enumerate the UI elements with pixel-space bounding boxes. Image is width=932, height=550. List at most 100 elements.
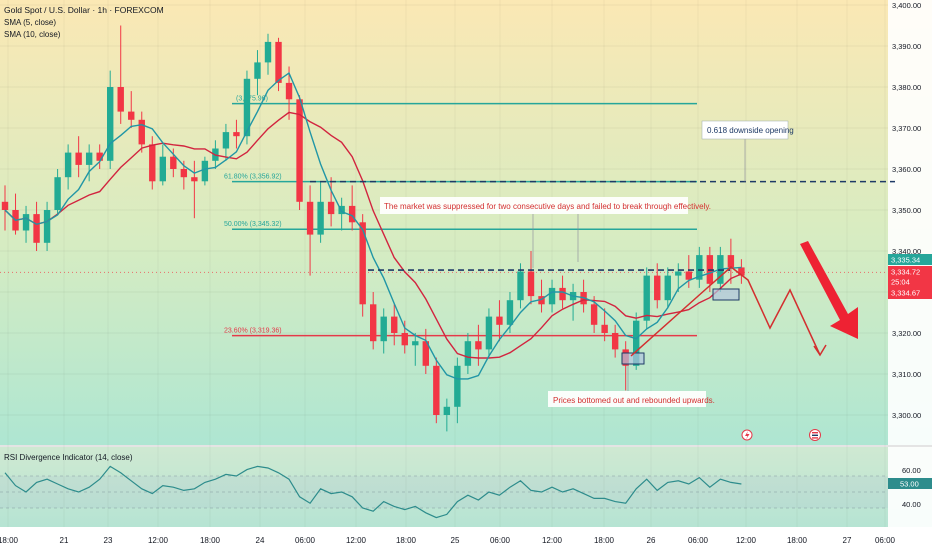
candle-body xyxy=(254,62,261,79)
time-tick: 24 xyxy=(256,536,265,545)
drawings xyxy=(310,139,895,391)
candle-body xyxy=(359,222,366,305)
time-tick: 06:00 xyxy=(295,536,316,545)
projection-arrowhead xyxy=(813,344,827,357)
candle-body xyxy=(264,41,272,63)
price-tick: 3,340.00 xyxy=(892,247,921,256)
low-highlight-box xyxy=(621,352,645,365)
candle-body xyxy=(664,275,671,301)
price-tick: 3,400.00 xyxy=(892,1,921,10)
rsi-line xyxy=(4,465,742,519)
time-tick: 18:00 xyxy=(396,536,417,545)
candle-body xyxy=(548,287,556,305)
time-tick: 18:00 xyxy=(0,536,19,545)
price-tick: 3,310.00 xyxy=(892,370,921,379)
projection-path xyxy=(630,266,821,357)
sma5-line xyxy=(4,72,742,380)
candle-body xyxy=(159,156,166,182)
candle-body xyxy=(54,177,61,210)
fib-label: 23.60% (3,319.36) xyxy=(224,328,282,335)
sma5-label: SMA (5, close) xyxy=(4,18,56,27)
price-tick: 3,390.00 xyxy=(892,42,921,51)
candle-body xyxy=(348,205,356,223)
candle-body xyxy=(727,255,735,268)
candle-body xyxy=(517,271,524,301)
candle-body xyxy=(611,333,619,350)
time-tick: 21 xyxy=(60,536,69,545)
candle-body xyxy=(306,201,314,235)
time-tick: 12:00 xyxy=(736,536,757,545)
candle-body xyxy=(559,287,566,301)
candle-body xyxy=(422,341,429,366)
candle-body xyxy=(128,111,135,120)
price-tick: 3,380.00 xyxy=(892,83,921,92)
candle-body xyxy=(538,296,545,305)
time-tick: 18:00 xyxy=(594,536,615,545)
countdown: 25:04 xyxy=(891,278,910,287)
price-tick: 3,360.00 xyxy=(892,165,921,174)
candle-body xyxy=(401,333,408,346)
candle-body xyxy=(475,341,482,350)
candle-body xyxy=(454,365,461,407)
sma10-line xyxy=(4,111,742,359)
time-tick: 12:00 xyxy=(542,536,563,545)
rsi-pane-bg xyxy=(0,447,932,527)
main-pane-bg xyxy=(0,0,932,445)
candle-body xyxy=(233,132,240,137)
candle-body xyxy=(485,316,493,350)
candle-body xyxy=(370,304,377,342)
rsi-tick-40: 40.00 xyxy=(902,500,921,509)
candle-body xyxy=(22,214,30,231)
candle-body xyxy=(433,365,440,415)
candle-body xyxy=(107,87,114,161)
time-tick: 26 xyxy=(647,536,656,545)
time-tick: 06:00 xyxy=(688,536,709,545)
candle-body xyxy=(285,82,293,100)
sma-lines xyxy=(4,72,742,380)
candle-body xyxy=(696,255,703,280)
time-tick: 25 xyxy=(451,536,460,545)
price-tick: 3,300.00 xyxy=(892,411,921,420)
rsi-title: RSI Divergence Indicator (14, close) xyxy=(4,453,133,462)
candle-body xyxy=(464,341,472,366)
candle-body xyxy=(149,144,156,182)
candle-body xyxy=(64,152,72,178)
candle-body xyxy=(590,304,598,325)
price-tag-bg xyxy=(888,254,932,265)
sma10-label: SMA (10, close) xyxy=(4,30,61,39)
candle-body xyxy=(506,300,514,325)
candle-body xyxy=(317,201,324,235)
bottom-note-box xyxy=(548,391,706,407)
candle-body xyxy=(601,324,608,333)
candle-body xyxy=(738,267,745,276)
down-arrow xyxy=(800,241,858,339)
candle-body xyxy=(338,205,345,215)
candle-body xyxy=(85,152,93,165)
candle-body xyxy=(43,210,51,243)
grid-lines xyxy=(0,0,888,527)
rsi-plot xyxy=(0,465,888,519)
candle-body xyxy=(496,316,503,325)
fib-label: 61.80% (3,356.92) xyxy=(224,174,282,181)
candle-body xyxy=(685,271,692,280)
price-tag-2-bg xyxy=(888,266,932,299)
candle-body xyxy=(633,320,640,366)
candle-body xyxy=(75,152,82,165)
rsi-value-bg xyxy=(888,478,932,489)
time-tick: 12:00 xyxy=(148,536,169,545)
candle-body xyxy=(180,169,188,178)
flash-icon[interactable] xyxy=(741,429,753,441)
candle-body xyxy=(643,275,650,321)
downside-callout: 0.618 downside opening xyxy=(707,126,794,135)
symbol-title: Gold Spot / U.S. Dollar · 1h · FOREXCOM xyxy=(4,5,164,15)
candle-body xyxy=(191,177,198,182)
candle-body xyxy=(170,156,177,169)
calendar-flag-icon[interactable] xyxy=(809,429,821,441)
candle-body xyxy=(675,271,682,276)
time-tick: 12:00 xyxy=(346,536,367,545)
time-tick: 18:00 xyxy=(200,536,221,545)
candle-body xyxy=(201,160,209,182)
fib-label: (3,375.96) xyxy=(236,96,268,103)
candle-body xyxy=(391,316,398,333)
